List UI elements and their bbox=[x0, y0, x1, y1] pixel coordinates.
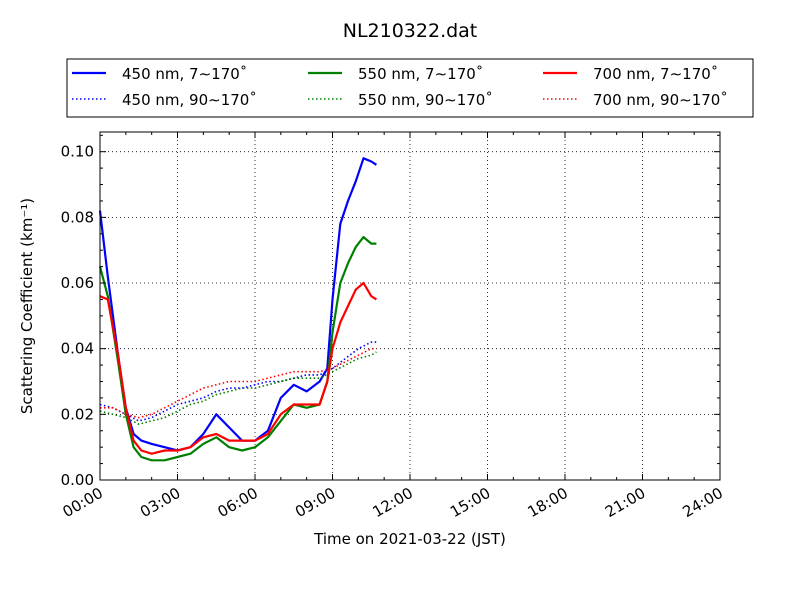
series-line bbox=[98, 157, 377, 452]
x-tick-label: 06:00 bbox=[215, 484, 261, 521]
series-line bbox=[99, 341, 377, 422]
chart-title: NL210322.dat bbox=[343, 20, 478, 42]
series-line bbox=[99, 351, 377, 426]
x-tick-label: 00:00 bbox=[60, 484, 106, 521]
legend-box bbox=[66, 58, 754, 118]
legend: 450 nm, 7∼170˚ 450 nm, 90∼170˚ 550 nm, 7∼1… bbox=[66, 58, 754, 118]
x-tick-label: 21:00 bbox=[602, 484, 648, 521]
x-tick-label: 12:00 bbox=[370, 484, 416, 521]
grid bbox=[100, 132, 720, 480]
y-tick-label: 0.06 bbox=[61, 274, 94, 292]
x-tick-label: 03:00 bbox=[137, 484, 183, 521]
y-tick-label: 0.08 bbox=[61, 208, 94, 226]
axis-ticks: 00:00 03:00 06:00 09:00 12:00 15:00 18:00 21:00… bbox=[60, 132, 726, 521]
plot-series bbox=[98, 157, 377, 462]
x-tick-label: 24:00 bbox=[680, 484, 726, 521]
legend-label: 550 nm, 90∼170˚ bbox=[358, 91, 493, 109]
x-axis-label: Time on 2021-03-22 (JST) bbox=[313, 530, 506, 548]
y-tick-label: 0.02 bbox=[61, 405, 94, 423]
y-tick-label: 0.10 bbox=[61, 143, 94, 161]
series-line bbox=[98, 236, 377, 462]
series-line bbox=[100, 347, 377, 419]
series-line bbox=[99, 281, 377, 455]
legend-label: 450 nm, 7∼170˚ bbox=[122, 65, 247, 83]
x-tick-label: 15:00 bbox=[447, 484, 493, 521]
legend-label: 450 nm, 90∼170˚ bbox=[122, 91, 257, 109]
legend-label: 550 nm, 7∼170˚ bbox=[358, 65, 483, 83]
y-axis-label: Scattering Coefficient (km⁻¹) bbox=[18, 198, 36, 414]
y-tick-label: 0.04 bbox=[61, 340, 94, 358]
x-tick-label: 09:00 bbox=[292, 484, 338, 521]
legend-label: 700 nm, 7∼170˚ bbox=[593, 65, 718, 83]
y-tick-label: 0.00 bbox=[61, 471, 94, 489]
x-tick-label: 18:00 bbox=[525, 484, 571, 521]
legend-label: 700 nm, 90∼170˚ bbox=[593, 91, 728, 109]
